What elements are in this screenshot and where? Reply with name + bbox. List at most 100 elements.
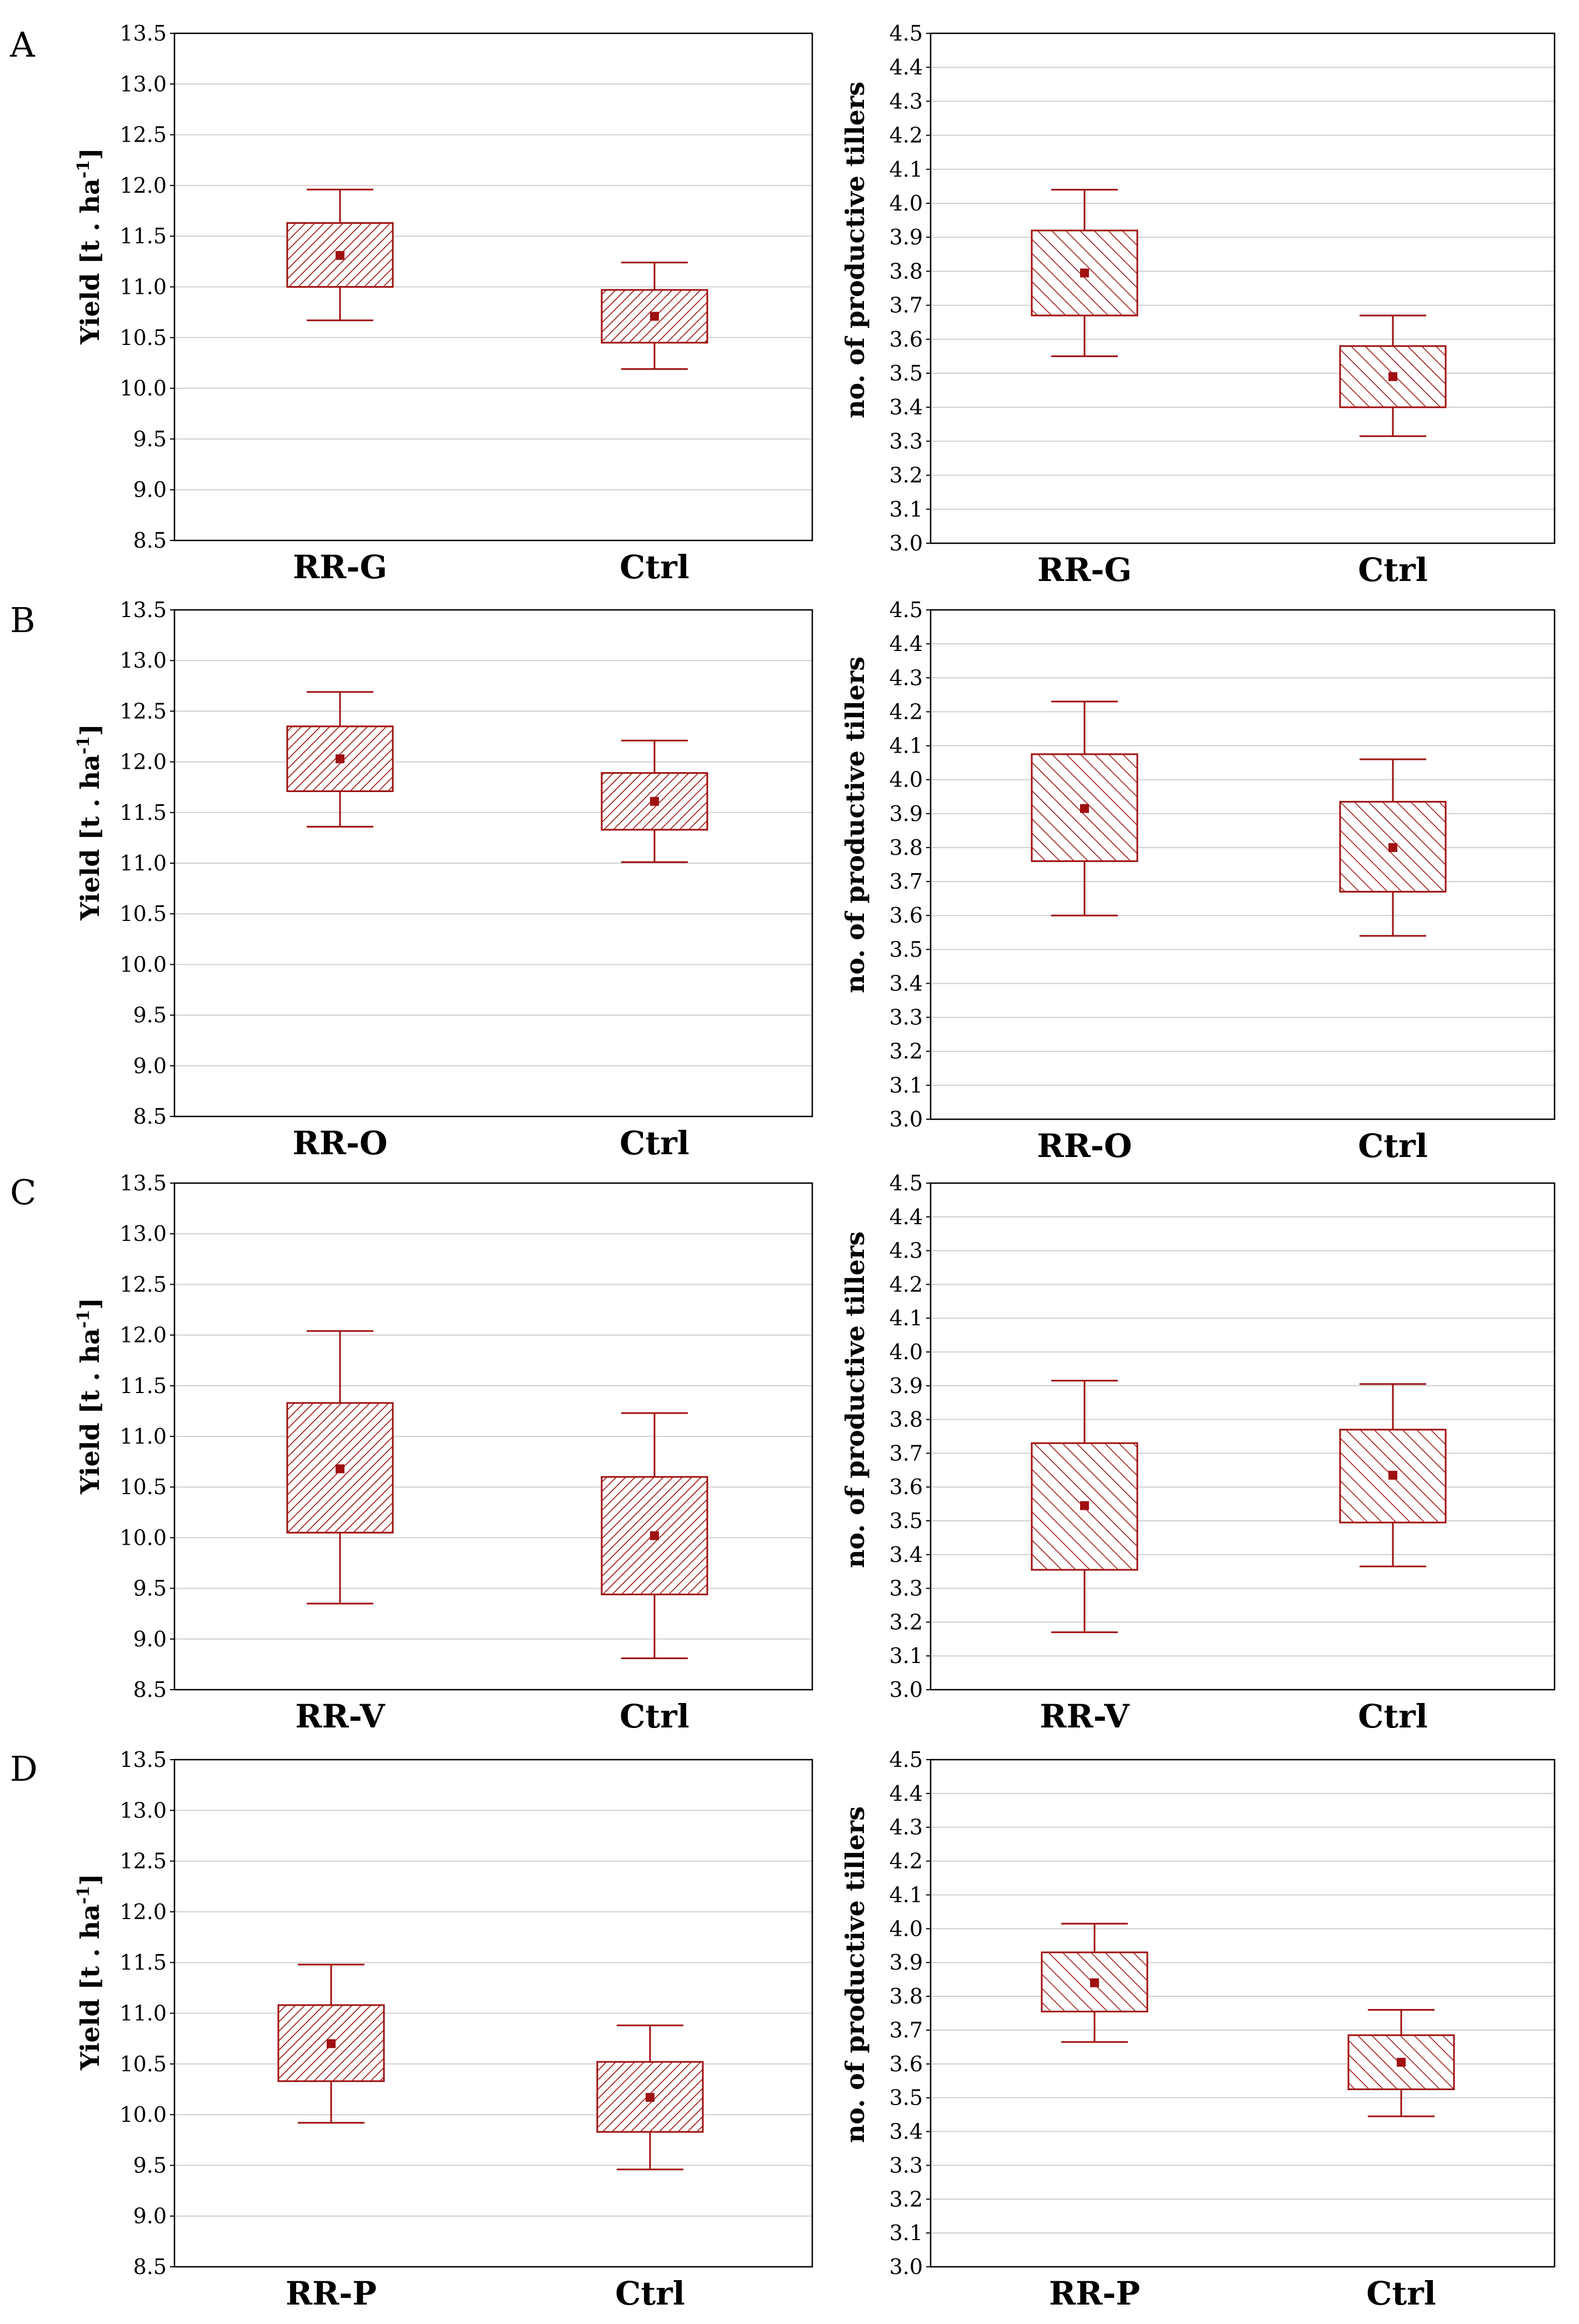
- y-tick-label: 4.5: [890, 1171, 923, 1195]
- y-tick-label: 4.4: [890, 1781, 923, 1806]
- plot-frame: [173, 32, 813, 542]
- y-tick-label: 13.5: [119, 1747, 167, 1772]
- y-tick-label: 10.5: [119, 901, 167, 926]
- y-tick-label: 8.5: [133, 1104, 167, 1129]
- chart-c-tillers: 3.0 3.1 3.2 3.3 3.4 3.5 3.6 3.7 3.8 3.9 4.0 4.1 4.2 4…: [890, 1171, 1556, 1735]
- mean-marker-rr-v: [336, 1464, 344, 1474]
- plot-frame: [930, 1759, 1556, 2268]
- y-tick-label: 3.1: [890, 1644, 923, 1668]
- y-tick-label: 4.4: [890, 55, 923, 79]
- y-tick-label: 3.1: [890, 497, 923, 522]
- y-tick-label: 13.5: [119, 1171, 167, 1195]
- y-tick-label: 12.5: [119, 1849, 167, 1874]
- category-label-ctrl: Ctrl: [619, 1697, 689, 1735]
- y-tick-label: 3.7: [890, 1441, 923, 1465]
- tillers-axis-title-b: no. of productive tillers: [840, 657, 870, 993]
- category-label-ctrl: Ctrl: [619, 1124, 689, 1162]
- mean-marker-rr-g: [336, 251, 344, 260]
- y-tick-label: 3.9: [890, 1374, 923, 1398]
- y-tick-label: 10.0: [119, 376, 167, 400]
- y-tick-label: 4.0: [890, 1916, 923, 1941]
- y-tick-label: 3.5: [890, 1509, 923, 1533]
- y-tick-label: 3.6: [890, 903, 923, 928]
- y-tick-label: 12.5: [119, 1272, 167, 1296]
- y-tick-label: 9.0: [133, 2204, 167, 2228]
- y-tick-label: 3.0: [890, 2255, 923, 2279]
- y-tick-label: 3.2: [890, 1610, 923, 1634]
- y-tick-label: 3.4: [890, 395, 923, 419]
- y-tick-label: 9.0: [133, 1054, 167, 1078]
- y-tick-label: 3.1: [890, 2221, 923, 2245]
- category-label-rr-p: RR-P: [286, 2275, 377, 2312]
- category-label-rr-o: RR-O: [293, 1124, 388, 1162]
- y-tick-label: 9.0: [133, 1627, 167, 1651]
- chart-a-tillers: 3.0 3.1 3.2 3.3 3.4 3.5 3.6 3.7 3.8 3.9 4.0 4.1 4.2 4…: [890, 21, 1556, 589]
- chart-b-yield: 8.5 9.0 9.5 10.0 10.5 11.0 11.5 12.0 12.5 13.0 13.…: [119, 598, 813, 1162]
- y-tick-label: 3.7: [890, 293, 923, 318]
- y-tick-label: 3.2: [890, 463, 923, 488]
- y-tick-label: 11.5: [119, 224, 167, 248]
- y-tick-label: 4.2: [890, 1849, 923, 1874]
- y-tick-label: 10.0: [119, 1525, 167, 1550]
- y-tick-label: 10.0: [119, 952, 167, 976]
- y-tick-label: 12.5: [119, 699, 167, 723]
- y-tick-label: 3.8: [890, 259, 923, 283]
- mean-marker-rr-o: [1080, 804, 1089, 813]
- category-label-rr-g: RR-G: [1037, 551, 1132, 589]
- box-rr-p: [1041, 1951, 1148, 2012]
- y-tick-label: 11.0: [119, 851, 167, 875]
- tillers-axis-title-d: no. of productive tillers: [840, 1806, 870, 2143]
- y-tick-label: 3.0: [890, 1677, 923, 1702]
- category-label-ctrl: Ctrl: [1358, 1697, 1428, 1735]
- yield-axis-title-c: Yield [t . ha-1]: [74, 1298, 105, 1495]
- plot-frame: [930, 32, 1556, 544]
- category-label-rr-v: RR-V: [1040, 1697, 1130, 1735]
- y-tick-label: 3.5: [890, 2086, 923, 2110]
- category-label-ctrl: Ctrl: [1358, 551, 1428, 589]
- y-tick-label: 13.0: [119, 648, 167, 673]
- mean-marker-ctrl: [1388, 1470, 1397, 1480]
- plot-frame: [930, 609, 1556, 1120]
- mean-marker-ctrl: [646, 2093, 654, 2102]
- y-tick-label: 3.8: [890, 1408, 923, 1432]
- category-label-rr-o: RR-O: [1037, 1127, 1132, 1165]
- category-label-ctrl: Ctrl: [1366, 2275, 1436, 2312]
- y-tick-label: 4.4: [890, 632, 923, 656]
- mean-marker-ctrl: [650, 312, 659, 321]
- y-tick-label: 4.1: [890, 1882, 923, 1907]
- y-tick-label: 4.2: [890, 699, 923, 724]
- y-tick-label: 4.5: [890, 598, 923, 622]
- mean-marker-rr-o: [336, 754, 344, 764]
- y-tick-label: 12.0: [119, 1900, 167, 1924]
- y-tick-label: 9.5: [133, 427, 167, 451]
- y-tick-label: 4.5: [890, 1747, 923, 1772]
- y-tick-label: 4.3: [890, 1239, 923, 1263]
- chart-b-tillers: 3.0 3.1 3.2 3.3 3.4 3.5 3.6 3.7 3.8 3.9 4.0 4.1 4.2 4…: [890, 598, 1556, 1165]
- y-tick-label: 10.5: [119, 1475, 167, 1499]
- y-tick-label: 4.5: [890, 21, 923, 46]
- y-tick-label: 10.5: [119, 2052, 167, 2076]
- y-tick-label: 4.0: [890, 191, 923, 216]
- tillers-axis-title-c: no. of productive tillers: [840, 1231, 870, 1568]
- y-tick-label: 4.1: [890, 157, 923, 182]
- category-label-rr-p: RR-P: [1049, 2275, 1140, 2312]
- y-tick-label: 3.7: [890, 869, 923, 894]
- y-tick-label: 3.6: [890, 2052, 923, 2076]
- y-tick-label: 11.5: [119, 1950, 167, 1975]
- mean-marker-ctrl: [1388, 843, 1397, 852]
- y-tick-label: 3.3: [890, 2153, 923, 2177]
- y-tick-label: 11.5: [119, 800, 167, 825]
- y-tick-label: 3.3: [890, 429, 923, 453]
- y-tick-label: 3.2: [890, 1039, 923, 1064]
- y-tick-label: 12.5: [119, 123, 167, 147]
- y-tick-label: 9.5: [133, 2153, 167, 2177]
- y-tick-label: 13.0: [119, 72, 167, 96]
- y-tick-label: 3.0: [890, 531, 923, 555]
- y-tick-label: 4.3: [890, 1815, 923, 1840]
- y-tick-label: 9.0: [133, 478, 167, 502]
- y-tick-label: 11.0: [119, 2001, 167, 2026]
- y-tick-label: 4.1: [890, 1306, 923, 1330]
- y-tick-label: 3.6: [890, 1475, 923, 1499]
- y-tick-label: 3.4: [890, 971, 923, 995]
- category-label-rr-v: RR-V: [295, 1697, 385, 1735]
